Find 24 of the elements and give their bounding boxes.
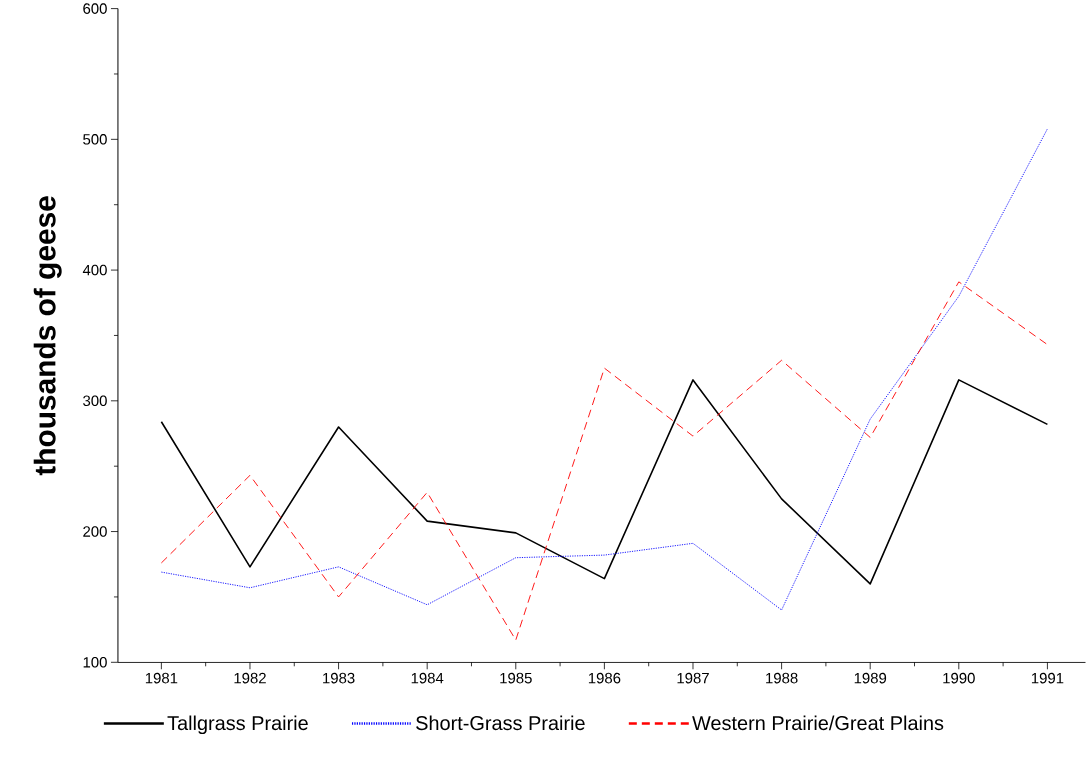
legend-label: Western Prairie/Great Plains [692, 715, 944, 730]
x-tick-label: 1984 [411, 672, 444, 684]
y-tick-label: 500 [83, 133, 107, 145]
x-tick-label: 1983 [323, 672, 355, 684]
x-tick-label: 1990 [943, 672, 975, 684]
x-tick-label: 1989 [854, 672, 887, 684]
line-series [160, 281, 1048, 641]
y-tick-label: 300 [83, 395, 107, 406]
legend-label: Short-Grass Prairie [416, 715, 585, 730]
line-series [160, 378, 1049, 585]
x-tick-label: 1987 [677, 672, 709, 684]
x-tick-label: 1985 [500, 672, 532, 684]
y-axis-title: thousands of geese [33, 196, 62, 476]
y-tick-label: 400 [82, 264, 107, 276]
x-tick-label: 1981 [145, 672, 178, 684]
y-tick-label: 600 [83, 3, 107, 14]
legend-label: Tallgrass Prairie [167, 715, 308, 734]
y-tick-label: 100 [83, 656, 107, 668]
line-series [160, 128, 1048, 611]
x-tick-label: 1988 [766, 672, 798, 684]
y-tick-label: 200 [83, 526, 107, 537]
x-tick-label: 1982 [234, 672, 266, 684]
x-tick-label: 1986 [588, 672, 621, 684]
x-tick-label: 1991 [1031, 672, 1064, 684]
